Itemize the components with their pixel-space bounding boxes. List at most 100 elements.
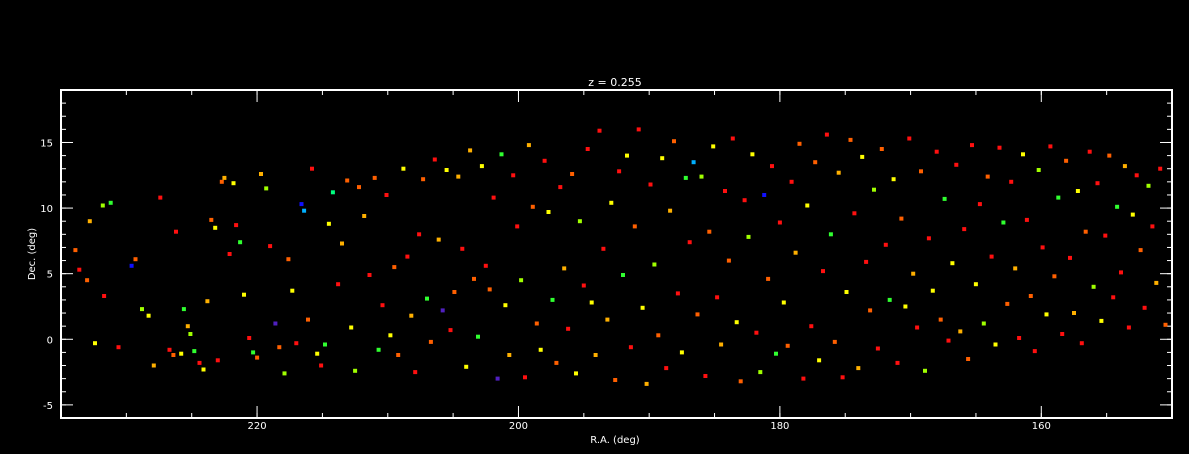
data-point [644,381,649,386]
axis-ticks: 220 200 180 160 -5 0 5 10 15 [40,89,1173,432]
plot-frame [60,89,1173,419]
data-point [844,290,849,294]
data-point [915,325,920,330]
data-point [977,202,982,207]
y-tick-label: 5 [47,270,53,281]
data-point [151,363,156,368]
data-point [926,236,931,241]
data-point [238,240,243,245]
data-point [1036,168,1041,172]
data-point [1150,224,1155,229]
data-point [483,263,488,268]
data-point [675,291,680,296]
data-point [899,216,904,221]
x-tick-label: 180 [770,421,789,432]
data-point [456,174,461,179]
data-point [946,338,951,343]
data-point [1111,295,1116,300]
data-point [428,339,433,344]
data-point [306,317,310,322]
data-point [425,296,429,301]
data-point [805,203,810,208]
data-point [730,136,735,141]
data-point [981,321,986,326]
data-point [656,333,661,338]
data-point [1126,325,1131,330]
data-point [409,313,414,318]
data-point [550,297,555,302]
data-point [774,351,778,356]
data-point [487,287,492,292]
data-point [326,221,331,226]
data-point [746,234,751,239]
data-point [507,353,512,357]
x-tick-label: 220 [248,421,267,432]
data-point [77,267,82,272]
data-point [546,210,551,214]
data-point [538,347,543,352]
data-point [1075,189,1080,193]
data-point [625,153,629,158]
data-point [895,360,900,365]
data-point [581,283,586,288]
data-point [1028,294,1033,298]
data-point [146,313,151,318]
data-point [421,177,426,182]
data-point [519,278,524,283]
data-point [340,241,344,246]
data-point [93,341,97,346]
data-point [362,214,367,218]
data-point [282,371,287,376]
data-point [417,232,422,237]
data-point [832,339,837,344]
data-point [413,370,418,375]
data-point [499,152,504,157]
data-point [699,174,704,179]
data-point [247,336,252,340]
x-tick-label: 200 [509,421,528,432]
data-point [785,343,790,348]
data-point [401,166,406,171]
data-point [227,252,232,256]
data-point [824,132,829,137]
y-axis-label: Dec. (deg) [27,228,38,280]
data-point [319,363,324,368]
chart-title: z = 0.255 [588,76,641,89]
data-point [534,321,539,326]
data-point [1044,312,1049,317]
data-point [174,229,178,234]
data-point [167,347,172,352]
data-points [73,127,1168,386]
data-point [1091,284,1096,289]
data-point [613,378,618,382]
data-point [192,349,197,354]
data-point [1158,166,1163,171]
y-tick-label: 0 [47,335,53,346]
data-point [1087,149,1092,154]
data-point [205,299,210,304]
data-point [222,175,227,180]
data-point [973,282,978,287]
data-point [711,144,716,149]
data-point [273,321,278,326]
data-point [793,250,798,255]
data-point [1040,245,1045,250]
data-point [648,182,653,187]
data-point [883,242,888,247]
data-point [715,295,720,300]
data-point [1154,280,1159,285]
data-point [726,258,731,263]
data-point [707,229,712,234]
data-point [302,208,307,213]
data-point [777,220,782,225]
data-point [966,357,971,361]
data-point [683,175,688,180]
data-point [891,177,896,182]
data-point [1072,311,1076,315]
data-point [554,360,559,365]
data-point [621,273,625,277]
data-point [1119,270,1123,275]
data-point [1138,248,1143,253]
data-point [770,164,774,169]
